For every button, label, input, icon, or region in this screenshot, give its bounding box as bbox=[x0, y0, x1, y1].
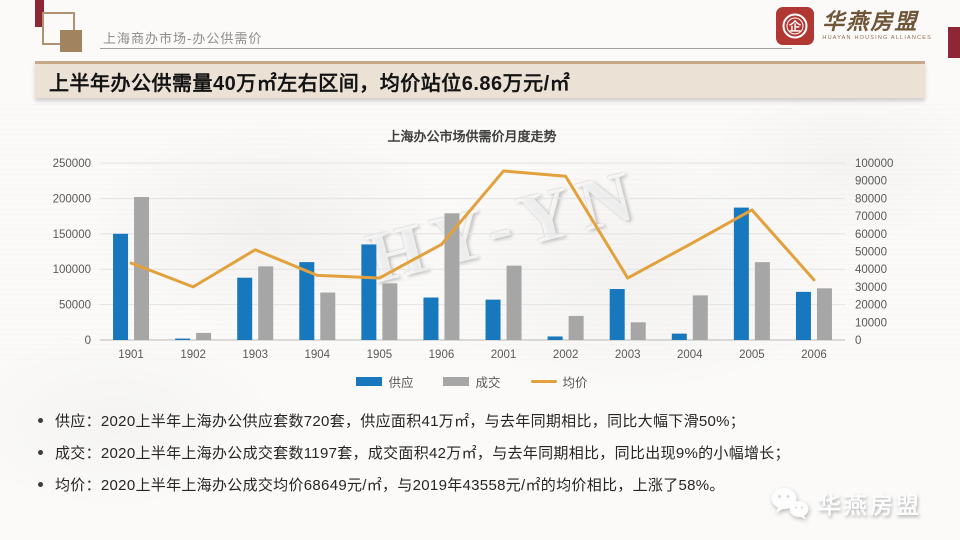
legend-label: 成交 bbox=[475, 376, 501, 390]
logo-name: 华燕房盟 bbox=[822, 8, 919, 34]
square-outline bbox=[42, 12, 75, 45]
red-accent-bar bbox=[35, 0, 44, 27]
bullet-dot bbox=[38, 450, 43, 455]
deal-bar-2002 bbox=[568, 315, 584, 340]
header-rule bbox=[100, 48, 792, 49]
left-axis-tick-label: 0 bbox=[85, 335, 91, 347]
supply-bar-2005 bbox=[733, 207, 749, 340]
footer-watermark-text: 华燕房盟 bbox=[818, 492, 922, 518]
left-axis-tick-label: 100000 bbox=[53, 264, 91, 276]
supply-bar-1902 bbox=[175, 338, 191, 340]
logo: 企 华燕房盟 HUAYAN HOUSING ALLIANCES bbox=[776, 7, 932, 45]
supply-bar-1905 bbox=[361, 244, 377, 340]
bullet-dot bbox=[38, 482, 43, 487]
left-axis-tick-label: 250000 bbox=[53, 158, 91, 170]
deal-swatch bbox=[443, 377, 470, 386]
supply-bar-2004 bbox=[671, 333, 687, 340]
right-axis-tick-label: 20000 bbox=[855, 300, 887, 312]
right-axis-tick-label: 100000 bbox=[855, 158, 893, 170]
avg-price-swatch bbox=[530, 380, 557, 383]
deal-bar-1904 bbox=[320, 292, 336, 340]
footer-watermark: 华燕房盟 bbox=[770, 486, 922, 520]
supply-bar-1904 bbox=[299, 262, 315, 340]
slide-title: 上半年办公供需量40万㎡左右区间，均价站位6.86万元/㎡ bbox=[49, 72, 571, 95]
svg-text:企: 企 bbox=[788, 19, 802, 34]
x-axis-label: 2003 bbox=[615, 349, 641, 361]
x-axis-label: 2006 bbox=[801, 349, 827, 361]
right-axis-tick-label: 70000 bbox=[855, 211, 887, 223]
chart-title: 上海办公市场供需价月度走势 bbox=[387, 129, 557, 144]
bullet-avg-price: 均价：2020上半年上海办公成交均价68649元/㎡，与2019年43558元/… bbox=[38, 474, 938, 495]
logo-subtitle: HUAYAN HOUSING ALLIANCES bbox=[822, 34, 932, 41]
x-axis-label: 2004 bbox=[677, 349, 703, 361]
supply-bar-1906 bbox=[423, 297, 439, 340]
supply-bar-2001 bbox=[485, 299, 501, 340]
slide-title-bar: 上半年办公供需量40万㎡左右区间，均价站位6.86万元/㎡ bbox=[35, 61, 925, 98]
bullet-text: 均价：2020上半年上海办公成交均价68649元/㎡，与2019年43558元/… bbox=[55, 477, 725, 494]
legend-item-deal: 成交 bbox=[443, 372, 501, 391]
legend-label: 均价 bbox=[562, 376, 588, 390]
square-fill bbox=[60, 30, 82, 52]
logo-icon: 企 bbox=[776, 7, 815, 45]
deal-bar-2006 bbox=[816, 288, 832, 340]
bullet-dot bbox=[38, 418, 43, 423]
x-axis-label: 1904 bbox=[304, 349, 330, 361]
deal-bar-1902 bbox=[196, 332, 212, 340]
right-axis-tick-label: 0 bbox=[855, 335, 861, 347]
legend-item-avg-price: 均价 bbox=[530, 372, 588, 391]
bullet-text: 成交：2020上半年上海办公成交套数1197套，成交面积42万㎡，与去年同期相比… bbox=[55, 445, 790, 462]
x-axis-label: 1901 bbox=[118, 349, 144, 361]
deal-bar-2001 bbox=[506, 265, 522, 340]
x-axis-label: 1906 bbox=[429, 349, 455, 361]
supply-bar-1903 bbox=[237, 277, 253, 340]
right-axis-tick-label: 80000 bbox=[855, 193, 887, 205]
right-axis-tick-label: 60000 bbox=[855, 229, 887, 241]
bullet-supply: 供应：2020上半年上海办公供应套数720套，供应面积41万㎡，与去年同期相比，… bbox=[38, 410, 938, 431]
chart-legend: 供应 成交 均价 bbox=[0, 372, 944, 391]
supply-bar-1901 bbox=[113, 233, 129, 340]
x-axis-label: 2001 bbox=[491, 349, 517, 361]
right-axis-tick-label: 10000 bbox=[855, 317, 887, 329]
left-axis-tick-label: 200000 bbox=[53, 193, 91, 205]
overlapping-squares-icon bbox=[42, 12, 82, 53]
right-axis-tick-label: 90000 bbox=[855, 176, 887, 188]
supply-demand-price-chart: 0 50000 100000 150000 200000 250000 0 10000 2000… bbox=[53, 158, 894, 361]
legend-label: 供应 bbox=[388, 376, 414, 390]
supply-bar-2006 bbox=[795, 291, 811, 340]
right-axis-tick-label: 50000 bbox=[855, 247, 887, 259]
supply-bar-2002 bbox=[547, 336, 563, 340]
x-axis-label: 2005 bbox=[739, 349, 765, 361]
deal-bar-1906 bbox=[444, 213, 460, 340]
deal-bar-1903 bbox=[258, 266, 274, 340]
x-axis-label: 2002 bbox=[553, 349, 579, 361]
red-accent-right bbox=[948, 27, 960, 58]
x-axis-label: 1902 bbox=[180, 349, 206, 361]
x-axis-label: 1905 bbox=[367, 349, 393, 361]
legend-item-supply: 供应 bbox=[356, 372, 413, 391]
supply-bar-2003 bbox=[609, 289, 625, 340]
deal-bar-2005 bbox=[754, 262, 770, 340]
avg-price-line bbox=[129, 169, 816, 289]
deal-bar-2003 bbox=[630, 322, 646, 340]
bullet-text: 供应：2020上半年上海办公供应套数720套，供应面积41万㎡，与去年同期相比，… bbox=[55, 413, 746, 430]
left-axis-tick-label: 50000 bbox=[59, 300, 91, 312]
bullet-deal: 成交：2020上半年上海办公成交套数1197套，成交面积42万㎡，与去年同期相比… bbox=[38, 442, 938, 463]
left-axis-tick-label: 150000 bbox=[53, 229, 91, 241]
right-axis-tick-label: 40000 bbox=[855, 264, 887, 276]
wechat-icon bbox=[770, 486, 810, 520]
summary-bullets: 供应：2020上半年上海办公供应套数720套，供应面积41万㎡，与去年同期相比，… bbox=[38, 410, 938, 506]
deal-bar-2004 bbox=[692, 295, 708, 340]
supply-swatch bbox=[356, 377, 383, 386]
breadcrumb: 上海商办市场-办公供需价 bbox=[103, 31, 263, 46]
x-axis-label: 1903 bbox=[242, 349, 268, 361]
right-axis-tick-label: 30000 bbox=[855, 282, 887, 294]
deal-bar-1905 bbox=[382, 283, 398, 340]
